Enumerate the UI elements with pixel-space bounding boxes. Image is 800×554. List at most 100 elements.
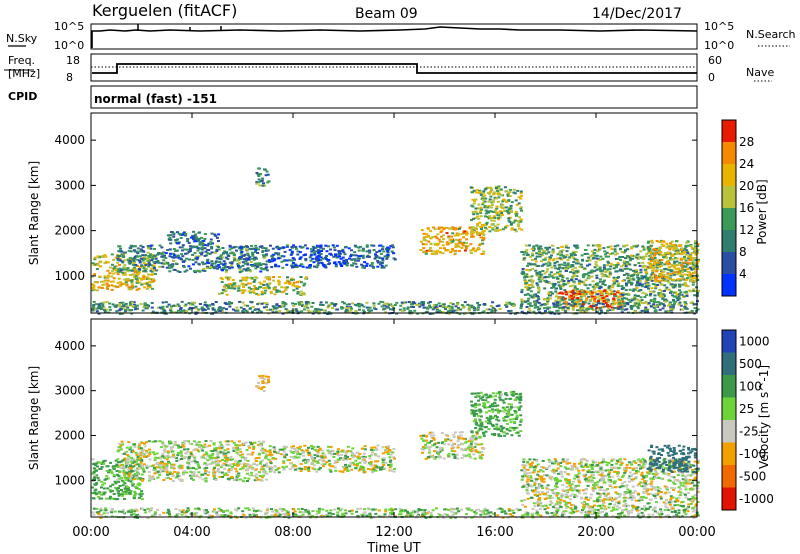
echo-cell: [580, 254, 584, 257]
echo-cell: [669, 291, 672, 294]
echo-cell: [465, 238, 469, 241]
echo-cell: [668, 257, 672, 259]
echo-cell: [623, 267, 627, 270]
echo-cell: [569, 285, 572, 288]
echo-cell: [627, 279, 631, 282]
echo-cell: [576, 293, 580, 296]
echo-cell: [262, 474, 266, 477]
echo-cell: [206, 307, 210, 310]
echo-cell: [217, 306, 221, 309]
echo-cell: [628, 263, 632, 266]
echo-cell: [676, 273, 679, 276]
echo-cell: [240, 251, 244, 253]
echo-cell: [120, 476, 124, 479]
echo-cell: [133, 255, 137, 258]
echo-cell: [672, 278, 675, 281]
echo-cell: [649, 260, 653, 263]
echo-cell: [224, 452, 228, 455]
echo-cell: [180, 300, 184, 303]
echo-cell: [137, 271, 141, 274]
echo-cell: [496, 223, 500, 226]
echo-cell: [349, 255, 353, 258]
echo-cell: [264, 457, 268, 460]
echo-cell: [347, 303, 351, 306]
echo-cell: [608, 273, 612, 276]
echo-cell: [245, 258, 249, 261]
echo-cell: [92, 284, 96, 287]
echo-cell: [100, 306, 104, 309]
echo-cell: [222, 462, 226, 465]
echo-cell: [576, 301, 580, 304]
echo-cell: [132, 497, 136, 500]
echo-cell: [168, 236, 172, 239]
echo-cell: [539, 253, 543, 256]
echo-cell: [546, 246, 549, 249]
echo-cell: [150, 273, 154, 276]
echo-cell: [683, 269, 687, 271]
colorbar-swatch: [722, 230, 736, 253]
echo-cell: [151, 255, 155, 258]
echo-cell: [374, 255, 378, 258]
echo-cell: [357, 249, 361, 252]
echo-cell: [557, 284, 561, 287]
echo-cell: [124, 477, 128, 480]
echo-cell: [567, 302, 571, 305]
echo-cell: [222, 260, 226, 263]
echo-cell: [178, 271, 182, 273]
echo-cell: [667, 304, 671, 307]
echo-cell: [169, 478, 173, 481]
echo-cell: [223, 250, 227, 253]
echo-cell: [567, 281, 571, 284]
echo-cell: [235, 306, 239, 309]
echo-cell: [689, 290, 693, 293]
echo-cell: [531, 248, 534, 250]
echo-cell: [288, 283, 292, 285]
echo-cell: [604, 271, 608, 274]
echo-cell: [558, 270, 562, 273]
echo-cell: [244, 260, 248, 263]
echo-cell: [552, 286, 556, 289]
echo-cell: [105, 497, 109, 500]
echo-cell: [535, 244, 539, 247]
echo-cell: [634, 304, 638, 307]
echo-cell: [544, 262, 548, 265]
echo-cell: [332, 255, 336, 258]
echo-cell: [616, 252, 619, 255]
echo-cell: [433, 250, 437, 253]
echo-cell: [151, 310, 155, 313]
echo-cell: [219, 443, 223, 446]
echo-cell: [540, 278, 544, 281]
echo-cell: [249, 270, 253, 273]
echo-cell: [598, 295, 602, 297]
echo-cell: [671, 294, 674, 297]
echo-cell: [221, 269, 225, 272]
echo-cell: [153, 269, 157, 272]
y-tick-label: 3000: [54, 178, 85, 192]
echo-cell: [204, 250, 208, 253]
echo-cell: [647, 277, 651, 280]
echo-cell: [520, 218, 523, 221]
echo-cell: [140, 283, 144, 286]
echo-cell: [451, 248, 455, 251]
echo-cell: [281, 266, 285, 269]
echo-cell: [239, 468, 243, 471]
echo-cell: [262, 182, 265, 185]
echo-cell: [600, 298, 604, 301]
echo-cell: [269, 290, 273, 293]
echo-cell: [120, 250, 124, 253]
echo-cell: [453, 234, 457, 237]
echo-cell: [642, 275, 646, 278]
echo-cell: [400, 301, 404, 304]
echo-cell: [506, 193, 510, 196]
echo-cell: [142, 306, 146, 309]
echo-cell: [98, 275, 102, 278]
echo-cell: [253, 479, 257, 482]
echo-cell: [591, 257, 595, 260]
echo-cell: [422, 250, 426, 253]
echo-cell: [484, 187, 488, 190]
echo-cell: [622, 260, 626, 263]
echo-cell: [362, 311, 366, 313]
echo-cell: [134, 476, 138, 479]
echo-cell: [672, 249, 676, 251]
echo-cell: [106, 487, 110, 490]
